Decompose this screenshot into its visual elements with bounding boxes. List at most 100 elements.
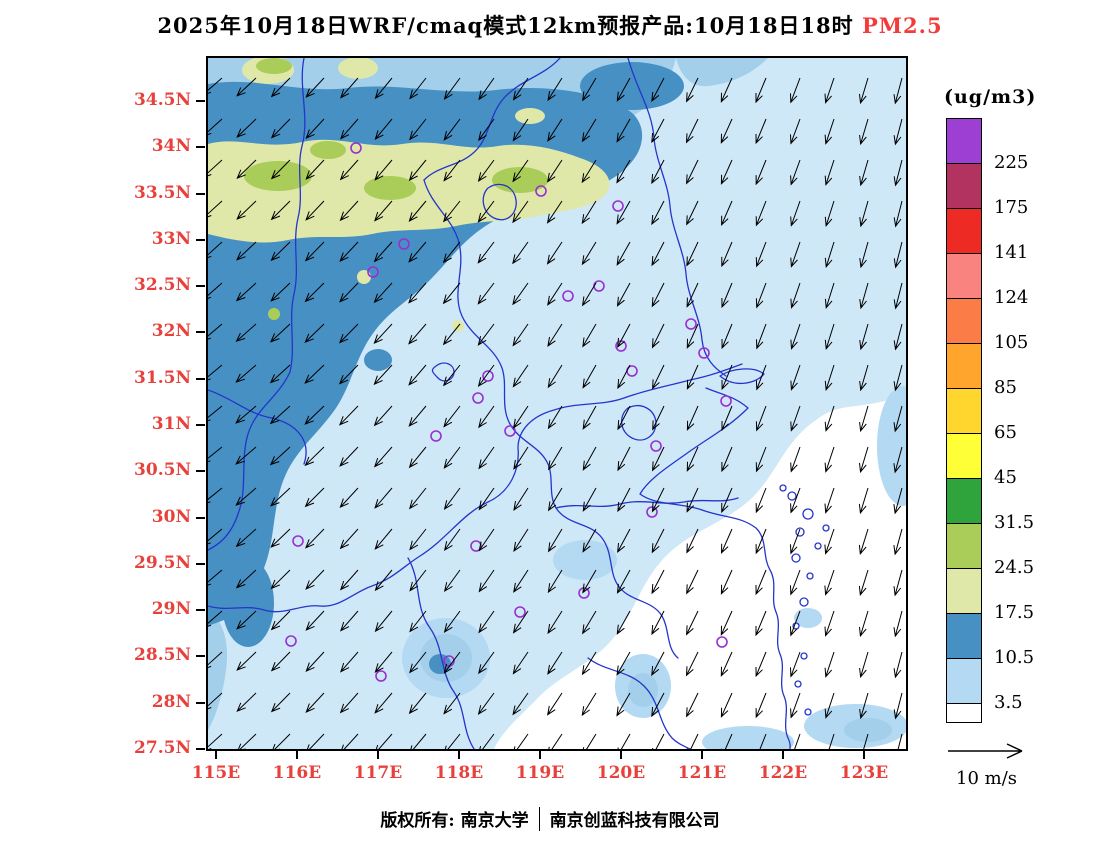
wind-arrow: [374, 651, 393, 673]
wind-arrow: [443, 159, 461, 182]
station-marker: [698, 347, 710, 359]
wind-arrow: [686, 610, 699, 636]
wind-arrow: [339, 405, 359, 426]
colorbar-level-label: 85: [994, 377, 1017, 398]
wind-arrow: [443, 200, 461, 223]
wind-arrow: [306, 733, 325, 749]
station-marker: [562, 290, 574, 302]
wind-arrow: [651, 241, 665, 267]
wind-arrow: [305, 118, 325, 140]
wind-arrow: [341, 733, 359, 749]
wind-arrow: [720, 610, 733, 636]
colorbar-swatch: [947, 479, 981, 524]
wind-arrow: [373, 323, 393, 345]
pm25-region-yellowgreen: [256, 58, 292, 74]
wind-arrow: [236, 610, 257, 630]
wind-arrow: [863, 733, 869, 749]
wind-arrow: [442, 323, 461, 346]
wind-arrow: [651, 528, 665, 554]
wind-arrow: [790, 200, 801, 227]
pm25-region-medium: [676, 58, 768, 87]
wind-arrow: [616, 241, 631, 266]
province-border: [407, 557, 475, 749]
wind-arrow: [582, 77, 597, 102]
wind-arrow: [409, 651, 427, 674]
island-outline: [822, 524, 830, 532]
wind-arrow: [720, 528, 733, 554]
colorbar: [946, 118, 982, 723]
wind-arrow: [374, 77, 393, 100]
lat-tick-label: 28N: [151, 691, 191, 712]
wind-arrow: [408, 241, 427, 263]
wind-arrow: [893, 651, 903, 679]
wind-arrow: [893, 282, 903, 310]
lat-tick-label: 28.5N: [134, 645, 191, 666]
wind-arrow: [236, 77, 257, 97]
wind-arrow: [269, 323, 291, 343]
wind-arrow: [581, 651, 597, 676]
lat-tick-label: 34.5N: [134, 90, 191, 110]
pm25-region-light: [553, 540, 617, 580]
wind-arrow: [686, 159, 699, 185]
pm25-region-yellowgreen: [364, 176, 416, 200]
wind-arrow: [339, 159, 359, 181]
wind-arrow: [236, 692, 257, 712]
wind-arrow: [893, 610, 903, 638]
copyright-company: 南京创蓝科技有限公司: [549, 811, 720, 831]
map-canvas: [208, 58, 906, 749]
coastline: [639, 387, 791, 749]
province-border: [208, 389, 307, 465]
wind-arrow: [790, 528, 801, 555]
wind-arrow: [824, 323, 835, 351]
wind-arrow: [616, 200, 631, 225]
wind-arrow: [858, 569, 869, 597]
wind-arrow: [790, 446, 801, 473]
wind-arrow: [790, 282, 801, 309]
wind-arrow: [409, 118, 427, 141]
wind-arrow: [824, 446, 835, 473]
lat-tick-label: 31N: [151, 414, 191, 434]
wind-arrow: [755, 200, 767, 227]
colorbar-level-label: 45: [994, 467, 1017, 488]
lon-tick-label: 119E: [515, 763, 565, 783]
wind-arrow: [305, 569, 325, 590]
wind-arrow: [686, 200, 699, 226]
wind-arrow: [512, 77, 529, 101]
wind-arrow: [686, 241, 699, 267]
wind-arrow: [513, 446, 529, 470]
lon-tick-mark: [215, 751, 217, 759]
wind-arrow: [755, 692, 767, 719]
pm25-region-steel: [580, 62, 684, 110]
wind-arrow: [617, 364, 631, 390]
station-marker: [472, 392, 484, 404]
wind-arrow: [547, 528, 563, 553]
wind-arrow: [235, 569, 257, 589]
wind-arrow: [269, 446, 291, 466]
wind-arrow: [617, 446, 631, 472]
colorbar-swatch: [947, 209, 981, 254]
wind-arrow: [477, 692, 495, 715]
wind-arrow: [859, 651, 869, 679]
wind-arrow: [721, 364, 733, 391]
colorbar-level-label: 105: [994, 332, 1029, 353]
colorbar-level-label: 10.5: [994, 647, 1035, 668]
station-layer: [285, 142, 732, 682]
lat-tick-mark: [196, 562, 205, 565]
wind-arrow: [686, 487, 699, 513]
wind-arrow: [755, 651, 767, 678]
wind-arrow: [859, 610, 869, 638]
lat-tick-label: 29.5N: [134, 552, 191, 573]
wind-arrow: [443, 446, 461, 469]
wind-arrow: [824, 692, 835, 719]
wind-arrow: [270, 487, 291, 507]
wind-arrow: [512, 200, 529, 224]
wind-arrow: [790, 692, 801, 719]
wind-arrow: [893, 446, 903, 474]
wind-arrow: [208, 528, 223, 545]
lat-tick-mark: [196, 748, 205, 750]
wind-arrow: [408, 159, 427, 182]
wind-arrow: [893, 528, 903, 556]
station-marker: [504, 425, 516, 437]
colorbar-swatch: [947, 299, 981, 344]
wind-arrow: [547, 364, 563, 389]
